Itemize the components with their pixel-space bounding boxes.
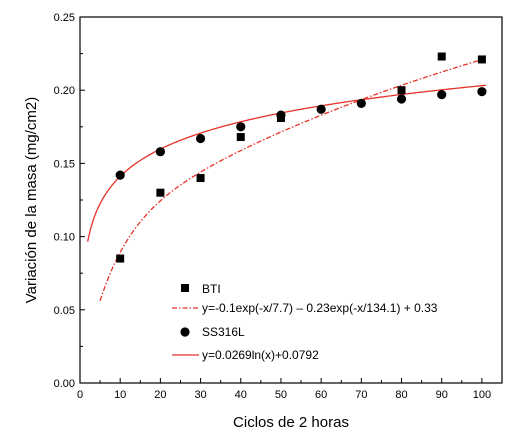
ss316l-point [155,147,165,157]
ss316l-point [437,89,447,100]
x-tick-label: 50 [275,389,287,401]
bti-point [477,55,486,64]
bti-point [437,52,446,61]
x-tick-label: 70 [355,389,367,401]
ss316l-point [276,110,286,120]
data-markers [115,52,487,263]
x-tick-label: 90 [436,389,448,401]
bti-point [156,188,165,197]
ss316l-point [396,94,407,104]
bti-point [397,86,406,95]
x-tick-label: 20 [154,389,166,401]
y-tick-label: 0.00 [54,378,75,390]
x-axis-title: Ciclos de 2 horas [233,414,349,431]
legend-marker-ss316l [180,327,190,337]
ss316l-point [477,87,487,97]
plot-layer [87,58,486,301]
y-tick-label: 0.10 [54,232,75,244]
y-tick-label: 0.15 [54,158,75,170]
x-tick-label: 60 [315,389,327,401]
x-tick-label: 100 [473,389,491,401]
y-tick-label: 0.25 [54,12,75,24]
exp-fit-curve [99,58,483,301]
bti-point [196,174,205,183]
ss316l-point [195,133,206,144]
x-tick-label: 40 [235,389,247,401]
ss316l-point [316,104,326,114]
legend: BTI y=-0.1exp(-x/7.7) – 0.23exp(-x/134.1… [172,282,438,362]
bti-point [116,254,125,263]
bti-point [236,133,245,142]
legend-label-bti: BTI [202,282,221,296]
y-tick-label: 0.20 [54,85,75,97]
legend-label-ss316l: SS316L [202,325,245,339]
legend-marker-bti [181,284,189,292]
x-tick-label: 0 [77,389,83,401]
plot-area-frame [79,16,503,384]
ss316l-point [115,170,125,180]
x-axis: 0 10 20 30 40 50 60 70 80 90 100 [77,378,503,401]
legend-label-exp-fit: y=-0.1exp(-x/7.7) – 0.23exp(-x/134.1) + … [202,301,438,315]
x-tick-label: 10 [114,389,126,401]
log-fit-curve [87,84,486,242]
ss316l-point [236,122,246,132]
x-tick-label: 30 [194,389,206,401]
legend-label-log-fit: y=0.0269ln(x)+0.0792 [202,348,319,362]
ss316l-point [356,98,366,108]
y-axis-title: Variación de la masa (mg/cm2) [23,97,40,303]
x-tick-label: 80 [395,389,407,401]
y-tick-label: 0.05 [54,305,75,317]
y-axis: 0.00 0.05 0.10 0.15 0.20 0.25 [54,12,85,390]
